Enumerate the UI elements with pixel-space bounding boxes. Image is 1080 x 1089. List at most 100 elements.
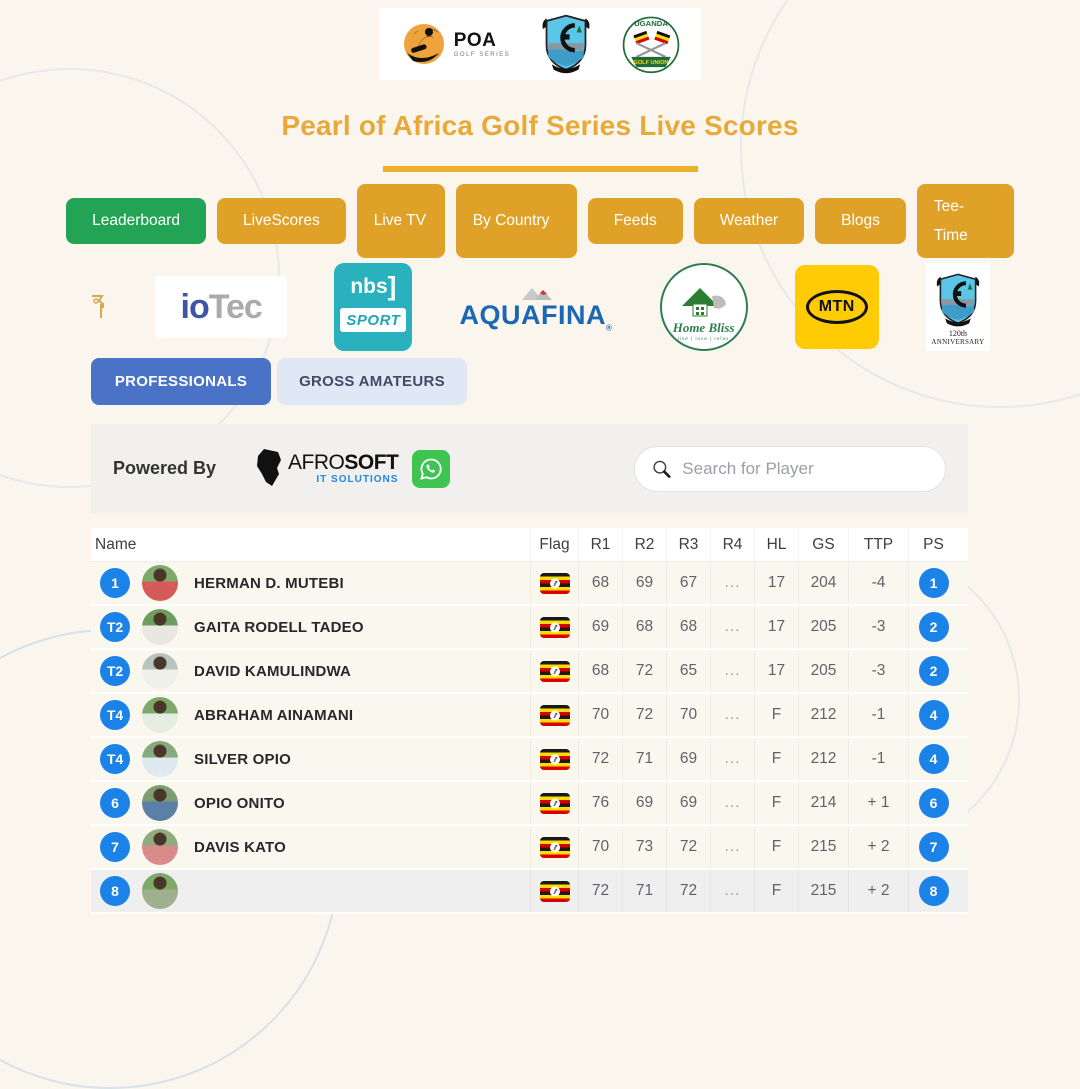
score-r4: ... [710,826,754,868]
gross-score: 204 [798,562,848,604]
poa-logo-subtext: GOLF SERIES [453,51,511,58]
player-avatar [142,873,178,909]
nav-tee-time-button[interactable]: Tee-Time [916,184,1014,258]
tab-professionals[interactable]: PROFESSIONALS [91,358,271,405]
table-row[interactable]: 1 HERMAN D. MUTEBI 68 69 67 ... 17 204 -… [91,562,968,606]
player-avatar [142,609,178,645]
sponsor-home-bliss-logo: Home Bliss live | love | relax [659,263,748,351]
position-badge: 7 [100,832,130,862]
table-row[interactable]: 6 OPIO ONITO 76 69 69 ... F 214 + 1 6 [91,782,968,826]
score-r3: 69 [666,738,710,780]
ps-badge: 6 [918,788,949,818]
nav-by-country-button[interactable]: By Country [455,184,577,258]
nav-livescores-button[interactable]: LiveScores [217,198,346,244]
gross-score: 212 [798,738,848,780]
score-r3: 72 [666,870,710,912]
nav-live-tv-button[interactable]: Live TV [356,184,445,258]
score-r3: 72 [666,826,710,868]
column-header-r1: R1 [578,528,622,561]
table-row[interactable]: T2 DAVID KAMULINDWA 68 72 65 ... 17 205 … [91,650,968,694]
score-r3: 68 [666,606,710,648]
uganda-golf-union-icon: UGANDA GOLF UNION [622,16,680,74]
mtn-label: MTN [805,290,868,324]
column-header-ttp: TTP [848,528,908,561]
uganda-flag-icon [540,749,570,770]
poa-logo-text: POA [453,29,497,51]
player-name: DAVID KAMULINDWA [194,662,352,680]
table-row[interactable]: 7 DAVIS KATO 70 73 72 ... F 215 + 2 7 [91,826,968,870]
search-input[interactable] [682,458,929,479]
table-row[interactable]: 8 72 71 72 ... F 215 + 2 8 [91,870,968,914]
sponsor-entebbe-120th-logo: 120th ANNIVERSARY [925,263,990,351]
to-par: -3 [848,606,908,648]
score-r1: 70 [578,826,622,868]
uganda-golf-union-crest: UGANDA GOLF UNION [621,12,681,76]
player-avatar [142,565,178,601]
score-r3: 70 [666,694,710,736]
column-header-name: Name [95,535,137,553]
player-avatar [142,741,178,777]
holes-played: 17 [754,650,798,692]
column-header-ps: PS [908,528,958,561]
gross-score: 214 [798,782,848,824]
player-avatar [142,829,178,865]
player-name: OPIO ONITO [194,794,285,812]
to-par: -3 [848,650,908,692]
leaderboard-table: Name Flag R1 R2 R3 R4 HL GS TTP PS 1 HER… [91,528,968,914]
score-r1: 69 [578,606,622,648]
poa-golfer-icon [403,24,444,64]
score-r3: 67 [666,562,710,604]
entebbe-club-crest-icon [538,13,594,75]
table-row[interactable]: T4 SILVER OPIO 72 71 69 ... F 212 -1 4 [91,738,968,782]
uganda-flag-icon [540,837,570,858]
uganda-flag-icon [540,661,570,682]
nav-blogs-button[interactable]: Blogs [815,198,906,244]
home-bliss-house-icon [681,287,726,316]
whatsapp-button[interactable] [412,449,451,488]
afrosoft-logo: AFROSOFT IT SOLUTIONS [250,448,399,490]
home-bliss-label: Home Bliss [672,319,735,335]
score-r1: 68 [578,650,622,692]
table-row[interactable]: T2 GAITA RODELL TADEO 69 68 68 ... 17 20… [91,606,968,650]
broken-image-icon [92,295,104,318]
iotec-logo-text: io [180,287,210,326]
entebbe-club-crest [538,12,594,76]
holes-played: F [754,738,798,780]
search-icon [653,460,671,478]
tab-gross-amateurs[interactable]: GROSS AMATEURS [277,358,467,405]
player-search-box[interactable] [634,445,946,492]
score-r2: 72 [622,650,666,692]
score-r4: ... [710,782,754,824]
holes-played: 17 [754,562,798,604]
gross-score: 205 [798,650,848,692]
player-avatar [142,697,178,733]
nav-weather-button[interactable]: Weather [693,198,805,244]
score-r4: ... [710,738,754,780]
header-logo-strip: POA GOLF SERIES UGANDA GOLF UNION [379,8,701,80]
score-r4: ... [710,870,754,912]
table-row[interactable]: T4 ABRAHAM AINAMANI 70 72 70 ... F 212 -… [91,694,968,738]
holes-played: F [754,782,798,824]
gross-score: 212 [798,694,848,736]
sponsor-logos-row: io Tec nbs] SPORT AQUAFINA® [90,262,990,352]
table-header-row: Name Flag R1 R2 R3 R4 HL GS TTP PS [91,528,968,562]
player-name: SILVER OPIO [194,750,291,768]
ps-badge: 7 [918,832,949,862]
holes-played: F [754,870,798,912]
column-header-r2: R2 [622,528,666,561]
ps-badge: 4 [918,700,949,730]
score-r1: 70 [578,694,622,736]
score-r3: 65 [666,650,710,692]
uganda-flag-icon [540,793,570,814]
entebbe-club-crest-icon [933,272,983,328]
score-r2: 69 [622,562,666,604]
nav-leaderboard-button[interactable]: Leaderboard [66,198,207,244]
nav-feeds-button[interactable]: Feeds [587,198,683,244]
gross-score: 205 [798,606,848,648]
nbs-sport-label: SPORT [340,308,407,332]
position-badge: T4 [100,700,130,730]
column-header-r3: R3 [666,528,710,561]
sponsor-mtn-logo: MTN [794,265,879,349]
score-r4: ... [710,606,754,648]
ps-badge: 4 [918,744,949,774]
